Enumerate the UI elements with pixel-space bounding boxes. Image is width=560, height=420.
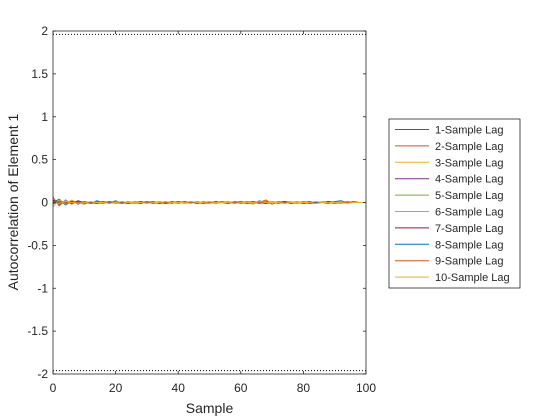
legend-items: 1-Sample Lag 2-Sample Lag 3-Sample Lag 4-Sa… [395, 125, 510, 284]
y-tick-label: -0.5 [27, 238, 48, 252]
legend-label: 7-Sample Lag [435, 223, 504, 235]
x-tick-label: 100 [356, 381, 376, 395]
series-line [52, 201, 366, 204]
legend-label: 2-Sample Lag [435, 141, 504, 153]
legend-label: 9-Sample Lag [435, 256, 504, 268]
y-tick-label: 2 [41, 24, 48, 38]
x-axis-ticks: 0 20 40 60 80 100 [50, 31, 376, 395]
confidence-bounds [53, 33, 366, 372]
legend-label: 3-Sample Lag [435, 157, 504, 169]
x-axis-label: Sample [186, 400, 234, 416]
legend: 1-Sample Lag 2-Sample Lag 3-Sample Lag 4-Sa… [388, 118, 521, 289]
legend-label: 8-Sample Lag [435, 239, 504, 251]
plot-area: 0 20 40 60 80 100 2 1.5 1 0.5 0 -0.5 -1 -1.5 -2 [27, 24, 376, 395]
legend-label: 10-Sample Lag [435, 272, 510, 284]
legend-label: 6-Sample Lag [435, 207, 504, 219]
y-tick-label: 1.5 [31, 67, 48, 81]
y-axis-label: Autocorrelation of Element 1 [5, 113, 21, 290]
x-tick-label: 20 [109, 381, 123, 395]
x-tick-label: 80 [297, 381, 311, 395]
legend-label: 1-Sample Lag [435, 125, 504, 137]
y-tick-label: -2 [37, 367, 48, 381]
x-tick-label: 40 [172, 381, 186, 395]
legend-label: 5-Sample Lag [435, 190, 504, 202]
x-tick-label: 60 [234, 381, 248, 395]
x-tick-label: 0 [50, 381, 57, 395]
y-tick-label: 1 [41, 110, 48, 124]
y-tick-label: 0.5 [31, 153, 48, 167]
legend-label: 4-Sample Lag [435, 174, 504, 186]
legend-box [388, 118, 521, 289]
y-axis-ticks: 2 1.5 1 0.5 0 -0.5 -1 -1.5 -2 [27, 24, 366, 381]
series-layer [52, 197, 366, 208]
y-tick-label: -1 [37, 281, 48, 295]
y-tick-label: -1.5 [27, 324, 48, 338]
y-tick-label: 0 [41, 196, 48, 210]
